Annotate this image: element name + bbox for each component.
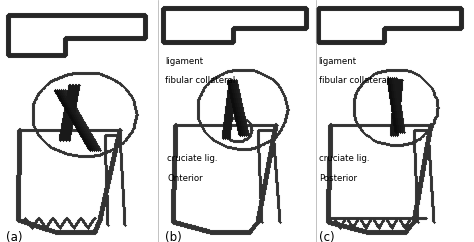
Text: (a): (a) <box>6 231 23 242</box>
Text: cruciate lig.: cruciate lig. <box>167 154 218 163</box>
Text: cruciate lig.: cruciate lig. <box>319 154 370 163</box>
Text: (b): (b) <box>165 231 182 242</box>
Text: ligament: ligament <box>165 57 203 66</box>
Text: fibular collateral: fibular collateral <box>165 76 235 85</box>
Text: Onterior: Onterior <box>167 174 203 183</box>
Text: fibular collateral: fibular collateral <box>319 76 389 85</box>
Text: Posterior: Posterior <box>319 174 357 183</box>
Text: (c): (c) <box>319 231 334 242</box>
Text: ligament: ligament <box>319 57 356 66</box>
